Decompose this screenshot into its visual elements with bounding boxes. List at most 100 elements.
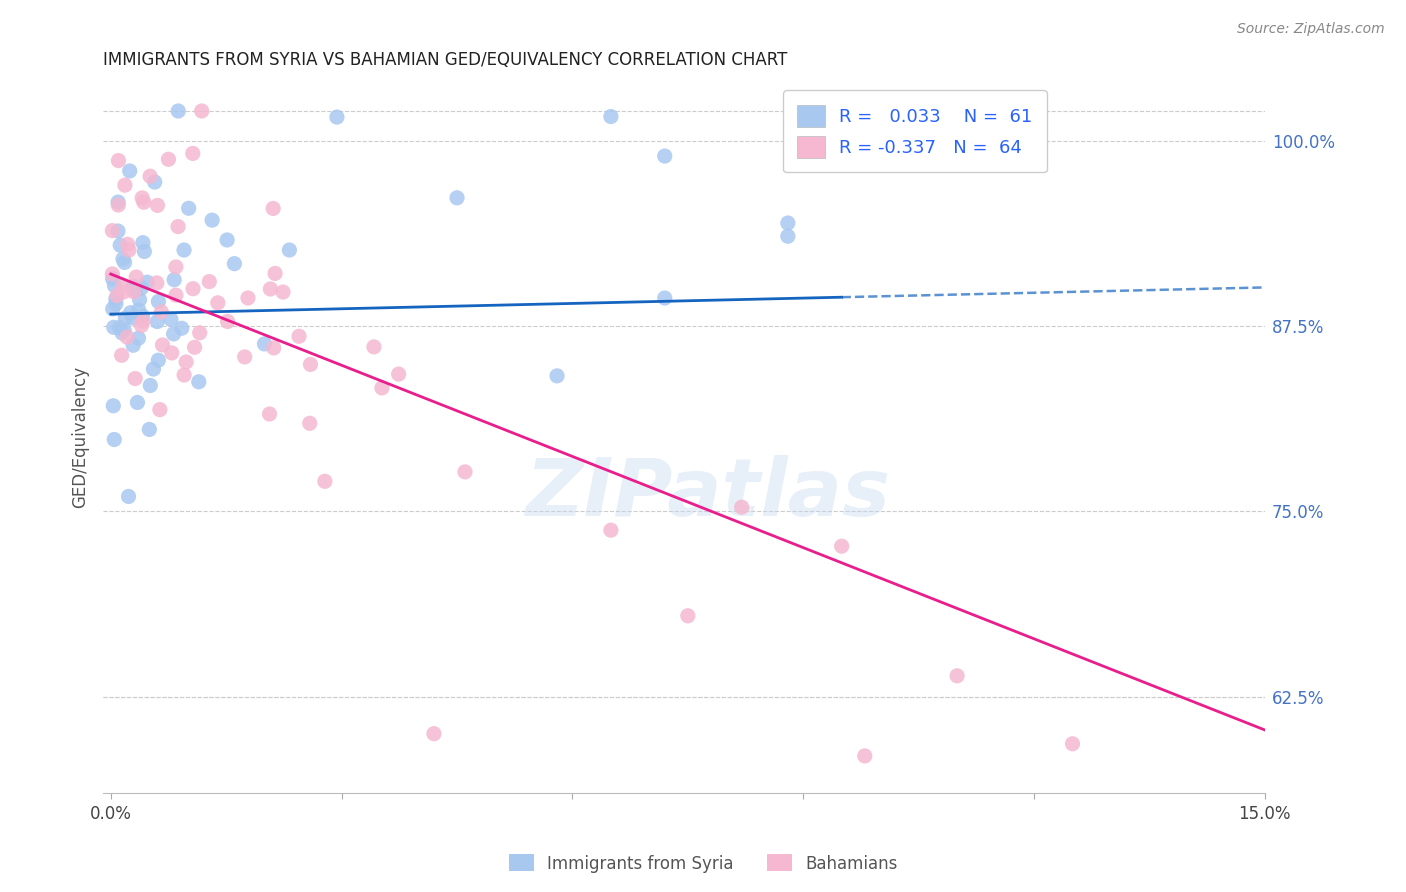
Point: [676, 608, 699, 623]
Point: [128, 302, 150, 317]
Point: [108, 320, 131, 334]
Point: [112, 323, 135, 337]
Point: [146, 314, 169, 328]
Point: [165, 288, 187, 302]
Point: [371, 381, 394, 395]
Point: [101, 267, 124, 281]
Point: [187, 375, 209, 389]
Point: [114, 311, 136, 326]
Point: [1062, 737, 1084, 751]
Point: [198, 275, 221, 289]
Point: [107, 195, 129, 210]
Point: [101, 272, 124, 286]
Point: [107, 198, 129, 212]
Point: [146, 276, 169, 290]
Point: [163, 273, 186, 287]
Point: [160, 312, 183, 326]
Point: [262, 202, 284, 216]
Point: [127, 395, 149, 409]
Point: [139, 378, 162, 392]
Point: [173, 368, 195, 382]
Point: [162, 326, 184, 341]
Point: [115, 330, 138, 344]
Point: [326, 110, 349, 124]
Point: [188, 326, 211, 340]
Point: [103, 433, 125, 447]
Point: [103, 320, 125, 334]
Point: [150, 305, 173, 319]
Point: [132, 235, 155, 250]
Point: [181, 282, 204, 296]
Point: [127, 331, 149, 345]
Y-axis label: GED/Equivalency: GED/Equivalency: [72, 366, 89, 508]
Point: [132, 195, 155, 210]
Point: [599, 110, 621, 124]
Point: [299, 358, 322, 372]
Point: [776, 229, 799, 244]
Point: [111, 348, 134, 362]
Point: [124, 371, 146, 385]
Point: [110, 238, 132, 252]
Point: [129, 281, 152, 295]
Point: [103, 278, 125, 293]
Point: [253, 337, 276, 351]
Point: [112, 285, 135, 299]
Point: [654, 149, 676, 163]
Point: [236, 291, 259, 305]
Point: [224, 257, 246, 271]
Point: [831, 539, 853, 553]
Point: [454, 465, 477, 479]
Point: [654, 291, 676, 305]
Point: [207, 295, 229, 310]
Point: [173, 243, 195, 257]
Point: [259, 282, 281, 296]
Point: [201, 213, 224, 227]
Point: [120, 306, 142, 320]
Point: [423, 727, 446, 741]
Point: [104, 296, 127, 310]
Point: [181, 146, 204, 161]
Point: [148, 294, 170, 309]
Point: [298, 417, 321, 431]
Point: [263, 341, 285, 355]
Legend: Immigrants from Syria, Bahamians: Immigrants from Syria, Bahamians: [502, 847, 904, 880]
Point: [103, 399, 125, 413]
Point: [125, 270, 148, 285]
Point: [101, 224, 124, 238]
Legend: R =   0.033    N =  61, R = -0.337   N =  64: R = 0.033 N = 61, R = -0.337 N = 64: [783, 90, 1046, 172]
Text: ZIPatlas: ZIPatlas: [524, 455, 890, 533]
Point: [170, 321, 193, 335]
Point: [121, 311, 143, 326]
Point: [128, 293, 150, 307]
Point: [136, 275, 159, 289]
Point: [118, 243, 141, 257]
Point: [853, 748, 876, 763]
Point: [165, 260, 187, 274]
Point: [217, 314, 239, 328]
Point: [167, 219, 190, 234]
Point: [124, 284, 146, 298]
Point: [138, 422, 160, 436]
Point: [146, 198, 169, 212]
Point: [152, 338, 174, 352]
Point: [546, 368, 568, 383]
Point: [111, 279, 134, 293]
Point: [107, 224, 129, 238]
Text: Source: ZipAtlas.com: Source: ZipAtlas.com: [1237, 22, 1385, 37]
Point: [233, 350, 256, 364]
Point: [271, 285, 294, 299]
Point: [446, 191, 468, 205]
Point: [363, 340, 385, 354]
Point: [946, 669, 969, 683]
Point: [217, 233, 239, 247]
Point: [190, 103, 212, 118]
Point: [104, 292, 127, 306]
Point: [259, 407, 281, 421]
Point: [167, 103, 190, 118]
Point: [105, 288, 128, 302]
Point: [122, 285, 145, 299]
Point: [177, 201, 200, 215]
Point: [134, 244, 156, 259]
Point: [149, 402, 172, 417]
Point: [107, 153, 129, 168]
